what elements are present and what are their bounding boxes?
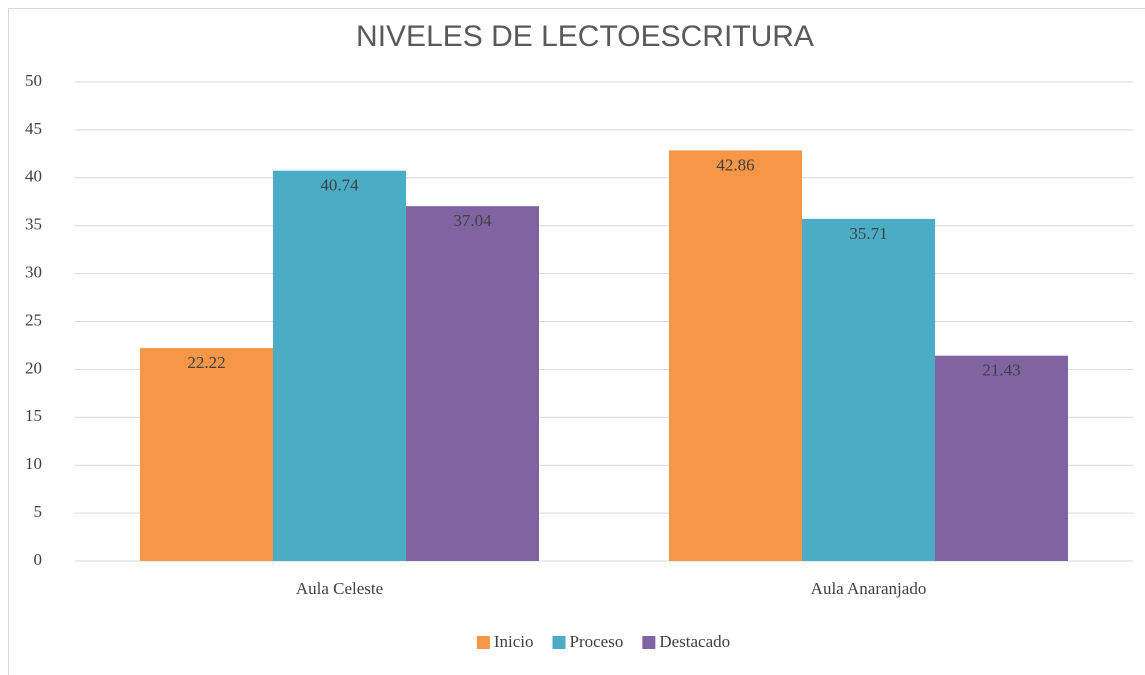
- data-label: 22.22: [187, 353, 225, 372]
- data-label: 37.04: [453, 211, 492, 230]
- legend-label: Proceso: [570, 632, 624, 651]
- y-tick-label: 50: [25, 71, 42, 90]
- data-label: 42.86: [716, 155, 754, 174]
- legend-swatch: [552, 636, 566, 649]
- chart-border: [8, 8, 1145, 675]
- y-tick-label: 0: [34, 550, 43, 569]
- bar: [802, 218, 935, 561]
- y-tick-label: 20: [25, 358, 42, 377]
- legend-label: Destacado: [659, 632, 730, 651]
- y-tick-label: 5: [34, 502, 43, 521]
- bar: [935, 355, 1068, 561]
- bar: [140, 348, 273, 561]
- legend-swatch: [642, 636, 656, 649]
- bar: [669, 150, 802, 562]
- y-tick-label: 35: [25, 215, 42, 234]
- y-tick-label: 10: [25, 454, 42, 473]
- x-tick-label: Aula Celeste: [296, 579, 383, 598]
- legend-label: Inicio: [494, 632, 534, 651]
- legend-swatch: [476, 636, 490, 649]
- chart-title: NIVELES DE LECTOESCRITURA: [356, 20, 814, 53]
- data-label: 21.43: [982, 361, 1020, 380]
- y-tick-label: 40: [25, 167, 42, 186]
- y-tick-label: 30: [25, 263, 42, 282]
- y-tick-label: 25: [25, 310, 42, 329]
- data-label: 35.71: [849, 224, 887, 243]
- bar: [406, 206, 539, 561]
- data-label: 40.74: [320, 176, 359, 195]
- y-tick-label: 45: [25, 119, 42, 138]
- bar: [273, 170, 406, 561]
- y-tick-label: 15: [25, 406, 42, 425]
- x-tick-label: Aula Anaranjado: [811, 579, 927, 598]
